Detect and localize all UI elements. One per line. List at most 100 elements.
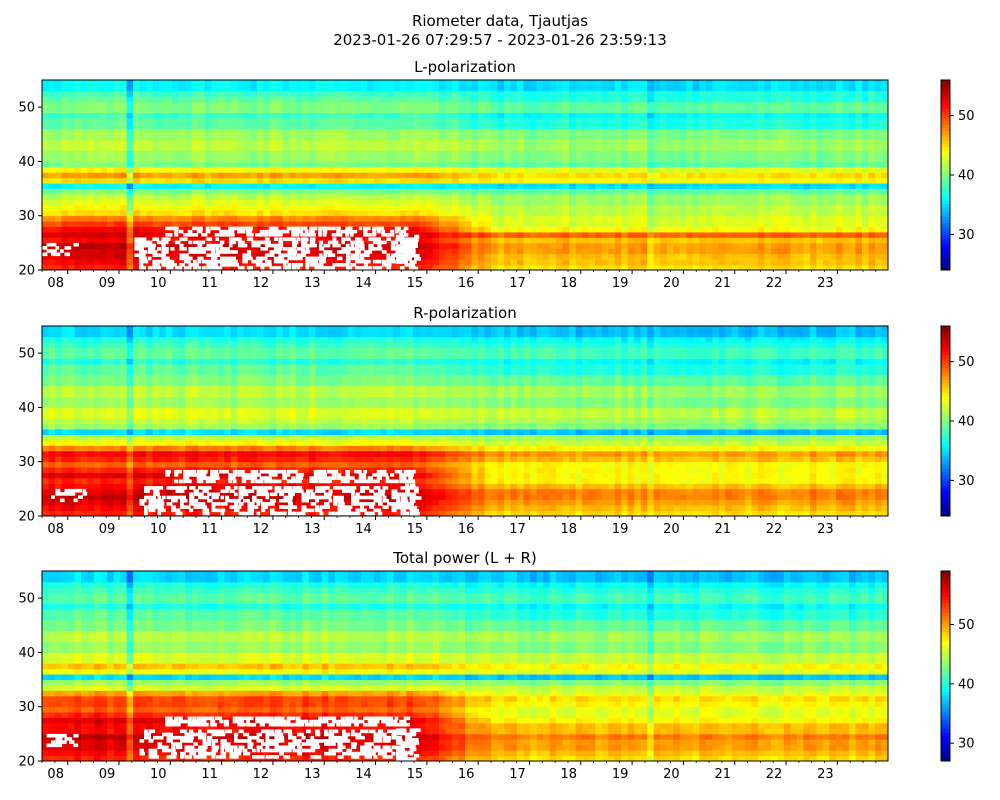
heatmap-cell bbox=[406, 210, 414, 217]
heatmap-cell bbox=[347, 112, 355, 119]
heatmap-cell bbox=[822, 226, 831, 233]
heatmap-cell bbox=[94, 139, 102, 151]
heatmap-cell bbox=[777, 90, 785, 97]
heatmap-cell bbox=[386, 199, 395, 206]
heatmap-cell bbox=[289, 177, 297, 184]
heatmap-cell bbox=[276, 204, 284, 211]
heatmap-cell bbox=[94, 221, 102, 227]
heatmap-cell bbox=[595, 80, 603, 92]
heatmap-cell bbox=[55, 499, 63, 506]
heatmap-cell bbox=[673, 204, 681, 211]
heatmap-cell bbox=[536, 248, 544, 255]
heatmap-cell bbox=[504, 510, 512, 516]
heatmap-cell bbox=[250, 161, 258, 168]
saturated-patch bbox=[409, 247, 416, 252]
heatmap-cell bbox=[621, 248, 629, 255]
heatmap-cell bbox=[269, 210, 277, 217]
heatmap-cell bbox=[81, 232, 89, 238]
heatmap-cell bbox=[478, 112, 486, 119]
heatmap-cell bbox=[406, 215, 414, 222]
heatmap-cell bbox=[48, 90, 56, 97]
heatmap-cell bbox=[139, 128, 147, 141]
heatmap-cell bbox=[295, 242, 303, 249]
heatmap-cell bbox=[666, 499, 674, 506]
heatmap-cell bbox=[113, 183, 121, 189]
heatmap-cell bbox=[640, 177, 648, 184]
heatmap-cell bbox=[575, 199, 583, 206]
heatmap-cell bbox=[68, 259, 76, 265]
heatmap-cell bbox=[874, 150, 883, 162]
heatmap-cell bbox=[471, 510, 479, 516]
heatmap-cell bbox=[640, 166, 648, 173]
saturated-patch bbox=[405, 244, 413, 248]
heatmap-cell bbox=[777, 253, 785, 260]
heatmap-cell bbox=[438, 172, 447, 179]
colorbar-segment bbox=[941, 244, 950, 249]
heatmap-cell bbox=[848, 499, 857, 506]
heatmap-cell bbox=[530, 232, 538, 238]
heatmap-cell bbox=[582, 139, 590, 151]
heatmap-cell bbox=[178, 204, 186, 211]
heatmap-cell bbox=[705, 264, 713, 270]
heatmap-cell bbox=[282, 188, 290, 195]
heatmap-cell bbox=[614, 172, 622, 179]
heatmap-cell bbox=[146, 210, 154, 217]
heatmap-cell bbox=[120, 118, 128, 130]
heatmap-cell bbox=[87, 166, 95, 173]
heatmap-cell bbox=[777, 194, 785, 200]
heatmap-cell bbox=[315, 248, 323, 255]
heatmap-cell bbox=[855, 499, 863, 506]
heatmap-cell bbox=[764, 101, 772, 113]
heatmap-cell bbox=[81, 226, 89, 233]
heatmap-cell bbox=[81, 237, 89, 244]
heatmap-cell bbox=[74, 215, 82, 222]
heatmap-cell bbox=[543, 183, 551, 189]
x-tick-label: 23 bbox=[817, 276, 834, 291]
heatmap-cell bbox=[497, 204, 505, 211]
heatmap-cell bbox=[256, 150, 264, 162]
heatmap-cell bbox=[790, 232, 798, 238]
saturated-patch bbox=[367, 233, 372, 237]
heatmap-cell bbox=[803, 188, 811, 195]
heatmap-cell bbox=[451, 210, 460, 217]
heatmap-cell bbox=[829, 139, 837, 151]
heatmap-cell bbox=[185, 90, 193, 97]
heatmap-cell bbox=[614, 242, 622, 249]
heatmap-cell bbox=[139, 210, 147, 217]
heatmap-cell bbox=[419, 199, 427, 206]
heatmap-cell bbox=[165, 199, 173, 206]
heatmap-cell bbox=[679, 177, 687, 184]
heatmap-cell bbox=[478, 242, 486, 249]
heatmap-cell bbox=[725, 232, 733, 238]
heatmap-cell bbox=[848, 194, 857, 200]
heatmap-cell bbox=[712, 505, 720, 511]
saturated-patch bbox=[377, 237, 381, 241]
heatmap-cell bbox=[660, 210, 668, 217]
heatmap-cell bbox=[152, 177, 160, 184]
heatmap-cell bbox=[569, 188, 577, 195]
saturated-patch bbox=[246, 237, 254, 241]
heatmap-cell bbox=[172, 112, 180, 119]
saturated-patch bbox=[174, 226, 179, 231]
heatmap-cell bbox=[692, 166, 700, 173]
heatmap-cell bbox=[855, 166, 863, 173]
heatmap-cell bbox=[796, 139, 804, 151]
heatmap-cell bbox=[569, 499, 577, 506]
heatmap-cell bbox=[601, 242, 609, 249]
heatmap-cell bbox=[94, 194, 102, 200]
heatmap-cell bbox=[185, 199, 193, 206]
heatmap-cell bbox=[334, 172, 342, 179]
heatmap-cell bbox=[237, 183, 245, 189]
heatmap-cell bbox=[172, 221, 180, 227]
heatmap-cell bbox=[204, 232, 212, 238]
saturated-patch bbox=[147, 247, 156, 251]
heatmap-cell bbox=[367, 112, 375, 119]
saturated-patch bbox=[237, 266, 245, 270]
heatmap-cell bbox=[679, 101, 687, 113]
heatmap-cell bbox=[373, 183, 381, 189]
heatmap-cell bbox=[712, 96, 720, 103]
colorbar-segment bbox=[941, 95, 950, 100]
heatmap-cell bbox=[451, 226, 460, 233]
heatmap-cell bbox=[354, 204, 362, 211]
heatmap-cell bbox=[829, 188, 837, 195]
